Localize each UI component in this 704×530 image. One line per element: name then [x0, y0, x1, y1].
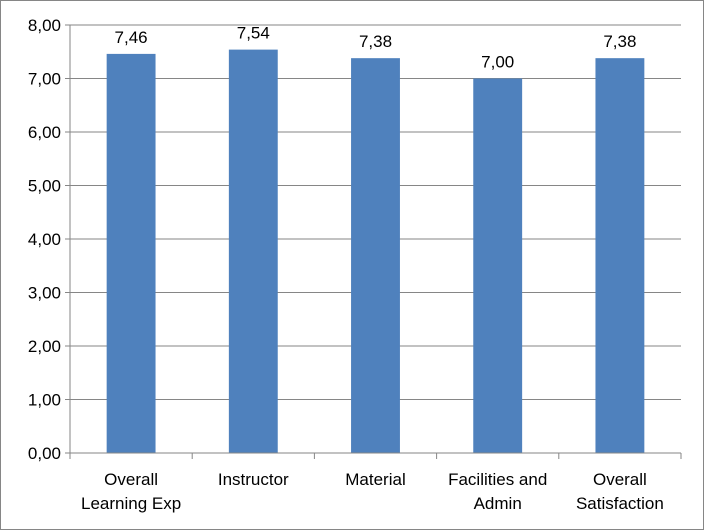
category-label: Facilities and: [448, 470, 547, 489]
data-label: 7,54: [237, 24, 270, 43]
axes: [65, 24, 682, 459]
category-label: Overall: [593, 470, 647, 489]
y-tick-label: 2,00: [28, 337, 61, 356]
bars: [106, 49, 645, 454]
category-label: Material: [345, 470, 405, 489]
category-label: Instructor: [218, 470, 289, 489]
bar: [473, 78, 523, 453]
bar: [595, 58, 645, 454]
data-label: 7,00: [481, 53, 514, 72]
category-label: Overall: [104, 470, 158, 489]
y-tick-label: 6,00: [28, 123, 61, 142]
y-tick-label: 5,00: [28, 177, 61, 196]
data-label: 7,38: [603, 32, 636, 51]
data-label: 7,46: [115, 28, 148, 47]
y-tick-label: 3,00: [28, 284, 61, 303]
labels: 0,00 1,00 2,00 3,00 4,00 5,00 6,00 7,00 8,00 7,46…: [28, 16, 664, 513]
category-label: Satisfaction: [576, 494, 664, 513]
y-tick-label: 0,00: [28, 444, 61, 463]
y-tick-label: 8,00: [28, 16, 61, 35]
y-tick-label: 7,00: [28, 70, 61, 89]
bar: [228, 49, 278, 454]
y-tick-label: 4,00: [28, 230, 61, 249]
category-label: Learning Exp: [81, 494, 181, 513]
bar: [351, 58, 400, 454]
bar: [106, 53, 156, 453]
data-label: 7,38: [359, 32, 392, 51]
category-label: Admin: [474, 494, 522, 513]
y-tick-label: 1,00: [28, 391, 61, 410]
